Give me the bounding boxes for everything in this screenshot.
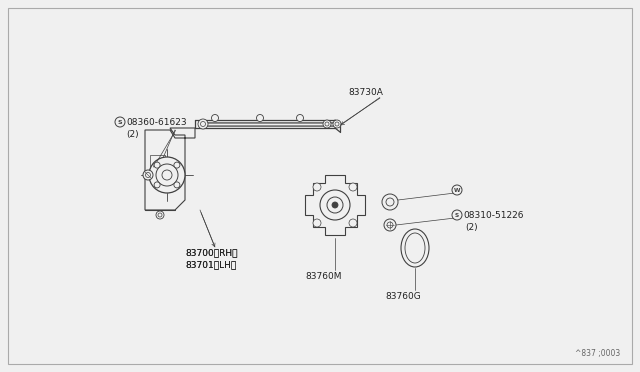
Circle shape: [211, 115, 218, 122]
Circle shape: [349, 219, 357, 227]
Circle shape: [382, 194, 398, 210]
Circle shape: [320, 190, 350, 220]
Circle shape: [174, 182, 180, 188]
Circle shape: [327, 197, 343, 213]
Circle shape: [452, 210, 462, 220]
Circle shape: [154, 182, 160, 188]
Polygon shape: [305, 175, 365, 235]
Circle shape: [156, 164, 178, 186]
Circle shape: [149, 157, 185, 193]
Text: 83700「RH」: 83700「RH」: [185, 248, 237, 257]
Text: (2): (2): [126, 130, 139, 139]
Circle shape: [332, 202, 338, 208]
Circle shape: [143, 170, 153, 180]
Circle shape: [198, 119, 208, 129]
Circle shape: [257, 115, 264, 122]
Circle shape: [333, 120, 341, 128]
Text: 83760M: 83760M: [305, 272, 342, 281]
Circle shape: [154, 162, 160, 168]
Circle shape: [387, 222, 393, 228]
Circle shape: [313, 219, 321, 227]
Circle shape: [156, 211, 164, 219]
Circle shape: [349, 183, 357, 191]
Text: 08310-51226: 08310-51226: [463, 211, 524, 220]
Polygon shape: [145, 128, 195, 210]
Circle shape: [296, 115, 303, 122]
Circle shape: [386, 198, 394, 206]
Polygon shape: [150, 155, 165, 168]
Text: S: S: [455, 212, 459, 218]
Text: 83760G: 83760G: [385, 292, 420, 301]
Circle shape: [384, 219, 396, 231]
Text: 83701「LH」: 83701「LH」: [185, 260, 236, 269]
Text: 83730A: 83730A: [348, 88, 383, 97]
Circle shape: [452, 185, 462, 195]
Circle shape: [115, 117, 125, 127]
Text: (2): (2): [465, 223, 477, 232]
Text: 83701ガLHキ: 83701ガLHキ: [185, 260, 236, 269]
Circle shape: [323, 120, 331, 128]
Ellipse shape: [401, 229, 429, 267]
Circle shape: [313, 183, 321, 191]
Text: ^837 ;0003: ^837 ;0003: [575, 349, 620, 358]
Circle shape: [174, 162, 180, 168]
Text: 83700ガRHキ: 83700ガRHキ: [185, 248, 237, 257]
Ellipse shape: [405, 233, 425, 263]
Text: 08360-61623: 08360-61623: [126, 118, 187, 127]
Text: W: W: [454, 187, 460, 192]
Circle shape: [162, 170, 172, 180]
Text: S: S: [118, 119, 122, 125]
